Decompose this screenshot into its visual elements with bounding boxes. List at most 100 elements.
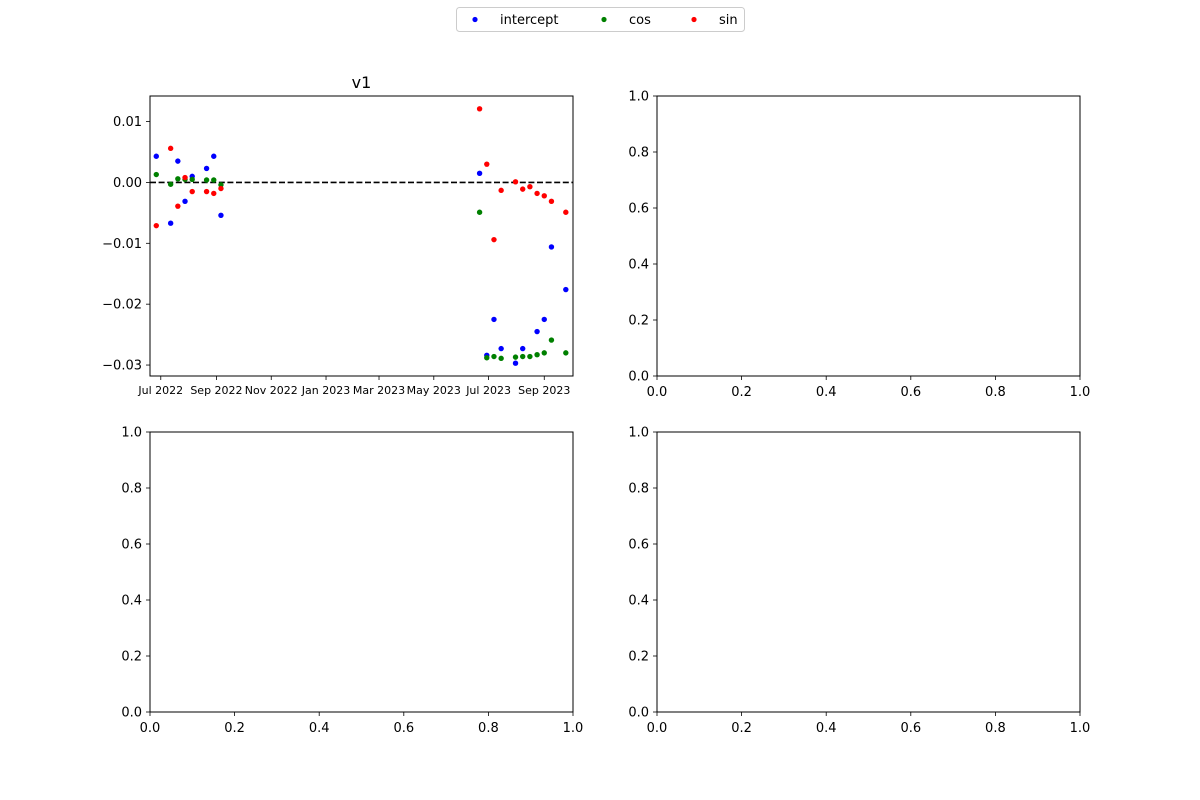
x-tick-label: 0.2 bbox=[731, 721, 752, 736]
legend-marker-cos bbox=[601, 16, 607, 23]
x-tick-label: 0.4 bbox=[309, 721, 330, 736]
subplot-v1: v1 Jul 2022 Sep 2022 Nov 2022 Jan 2023 Mar 20… bbox=[102, 73, 574, 397]
point-sin-1 bbox=[167, 145, 174, 152]
y-tick-label: 0.4 bbox=[121, 594, 142, 609]
point-sin-15 bbox=[534, 190, 540, 197]
y-tick-label: 0.6 bbox=[628, 538, 649, 553]
y-tick-label: −0.01 bbox=[102, 237, 142, 252]
point-intercept-13 bbox=[520, 345, 526, 352]
axes-frame bbox=[149, 95, 574, 377]
x-tick-label: 0.0 bbox=[647, 721, 668, 736]
x-tick-label: May 2023 bbox=[407, 384, 461, 397]
point-sin-5 bbox=[203, 188, 210, 195]
y-tick-label: 1.0 bbox=[628, 426, 649, 441]
point-sin-4 bbox=[189, 188, 195, 195]
point-intercept-5 bbox=[203, 165, 210, 172]
x-tick-label: 0.2 bbox=[731, 385, 752, 400]
point-sin-12 bbox=[512, 179, 519, 185]
point-intercept-16 bbox=[548, 244, 555, 250]
y-tick-label: 0.6 bbox=[121, 538, 142, 553]
point-cos-5 bbox=[203, 177, 210, 183]
point-sin-11 bbox=[498, 187, 504, 194]
axes-frame bbox=[656, 431, 1081, 713]
axes-frame bbox=[149, 431, 574, 713]
point-cos-10 bbox=[491, 353, 497, 360]
point-cos-14 bbox=[527, 353, 533, 360]
point-sin-14 bbox=[527, 183, 533, 190]
point-cos-13 bbox=[520, 353, 526, 360]
y-tick-label: 0.01 bbox=[113, 115, 142, 130]
x-tick-label: 0.2 bbox=[224, 721, 245, 736]
x-tick-label: 1.0 bbox=[1070, 385, 1091, 400]
point-cos-9 bbox=[484, 355, 490, 361]
series-sin bbox=[153, 106, 569, 243]
point-intercept-15 bbox=[541, 316, 547, 323]
x-tick-label: 0.4 bbox=[816, 721, 837, 736]
point-cos-4 bbox=[189, 176, 195, 183]
point-cos-1 bbox=[167, 181, 174, 187]
y-tick-label: 0.4 bbox=[628, 258, 649, 273]
subplot-top-right-empty: 0.0 0.2 0.4 0.6 0.8 1.0 0.0 0.2 0.4 0.6 0.8 1.0 bbox=[628, 90, 1090, 401]
point-sin-18 bbox=[563, 209, 569, 215]
point-sin-13 bbox=[520, 186, 526, 192]
legend-label-cos: cos bbox=[629, 13, 651, 28]
point-sin-7 bbox=[218, 185, 224, 192]
point-sin-16 bbox=[541, 193, 547, 199]
x-tick-label: 0.8 bbox=[478, 721, 499, 736]
x-tick-label: 0.8 bbox=[985, 721, 1006, 736]
point-cos-12 bbox=[512, 354, 519, 360]
x-tick-label: 1.0 bbox=[563, 721, 584, 736]
y-tick-label: 0.2 bbox=[628, 650, 649, 665]
point-sin-8 bbox=[476, 106, 483, 112]
point-intercept-8 bbox=[476, 170, 483, 177]
point-intercept-10 bbox=[491, 316, 497, 323]
point-cos-15 bbox=[534, 351, 540, 358]
point-intercept-14 bbox=[534, 328, 540, 335]
subplot-bottom-right-empty: 0.0 0.2 0.4 0.6 0.8 1.0 0.0 0.2 0.4 0.6 0.8 1.0 bbox=[628, 426, 1090, 737]
legend-entry-sin: sin bbox=[691, 13, 738, 28]
x-tick-label: 0.4 bbox=[816, 385, 837, 400]
legend-entry-intercept: intercept bbox=[472, 13, 559, 28]
y-tick-label: 0.8 bbox=[628, 482, 649, 497]
x-tick-label: 0.6 bbox=[393, 721, 414, 736]
data-points bbox=[153, 106, 569, 366]
point-intercept-3 bbox=[182, 198, 188, 205]
point-sin-0 bbox=[153, 222, 159, 229]
y-tick-label: −0.02 bbox=[102, 298, 142, 313]
y-tick-label: 0.00 bbox=[113, 176, 142, 191]
point-intercept-17 bbox=[563, 286, 569, 293]
x-tick-label: 0.0 bbox=[647, 385, 668, 400]
legend-entry-cos: cos bbox=[601, 13, 651, 28]
chart-title: v1 bbox=[352, 73, 372, 92]
point-cos-16 bbox=[541, 350, 547, 356]
y-tick-label: −0.03 bbox=[102, 359, 142, 374]
point-sin-10 bbox=[491, 236, 497, 243]
point-sin-9 bbox=[484, 161, 490, 167]
point-sin-2 bbox=[175, 203, 181, 209]
point-intercept-6 bbox=[211, 153, 217, 159]
x-tick-label: Jul 2023 bbox=[465, 384, 511, 397]
point-cos-0 bbox=[153, 171, 159, 178]
y-tick-label: 0.6 bbox=[628, 202, 649, 217]
point-cos-6 bbox=[211, 177, 217, 183]
point-cos-2 bbox=[175, 176, 181, 182]
y-tick-label: 0.8 bbox=[628, 146, 649, 161]
point-cos-18 bbox=[563, 350, 569, 356]
axes-frame bbox=[656, 95, 1081, 377]
point-sin-17 bbox=[548, 198, 555, 205]
y-tick-label: 0.4 bbox=[628, 594, 649, 609]
y-tick-label: 0.2 bbox=[121, 650, 142, 665]
legend-frame bbox=[456, 7, 745, 32]
y-tick-label: 1.0 bbox=[121, 426, 142, 441]
point-intercept-1 bbox=[167, 220, 174, 226]
legend-marker-intercept bbox=[472, 16, 478, 23]
x-tick-label: 0.8 bbox=[985, 385, 1006, 400]
y-tick-label: 0.0 bbox=[121, 706, 142, 721]
x-tick-label: Sep 2022 bbox=[190, 384, 242, 397]
y-tick-label: 1.0 bbox=[628, 90, 649, 105]
x-tick-label: Jan 2023 bbox=[301, 384, 350, 397]
x-tick-label: 0.6 bbox=[900, 721, 921, 736]
point-intercept-11 bbox=[498, 345, 504, 352]
legend-marker-sin bbox=[691, 16, 697, 23]
